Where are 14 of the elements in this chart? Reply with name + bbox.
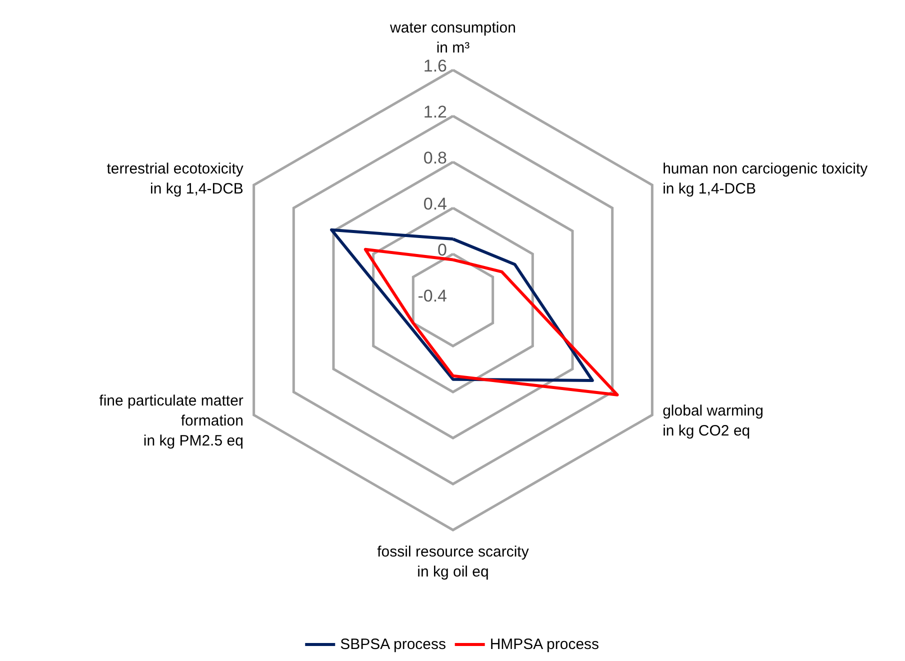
spoke-label: fine particulate matter formation in kg PM2.5 eq [99,392,244,450]
y-tick-label: 0.4 [423,194,447,214]
spoke-label: human non carciogenic toxicity in kg 1,4-DCB [662,160,868,198]
y-tick-label: 0.8 [423,148,447,168]
spoke-label: fossil resource scarcity in kg oil eq [377,544,530,580]
y-tick-label: -0.4 [418,286,447,306]
legend-label: HMPSA process [490,636,600,653]
spoke-label: global warming in kg CO2 eq [662,402,764,440]
y-tick-label: 1.2 [423,102,447,122]
y-tick-label: 0 [438,240,447,260]
y-tick-label: 1.6 [423,56,447,76]
spoke-label: terrestrial ecotoxicity in kg 1,4-DCB [106,160,244,198]
spoke-label: water consumption in m³ [389,20,516,56]
legend-label: SBPSA process [340,636,446,653]
